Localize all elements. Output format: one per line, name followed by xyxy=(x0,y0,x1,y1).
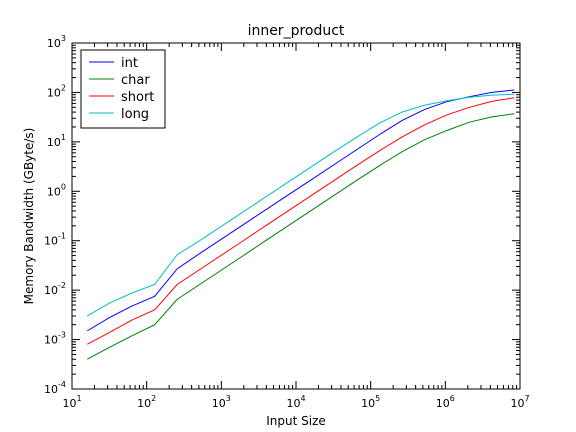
x-tick-label-base: 10 xyxy=(436,397,450,410)
legend-label-long: long xyxy=(121,107,149,122)
series-line-char xyxy=(87,113,515,360)
x-tick-label-base: 10 xyxy=(361,397,375,410)
x-tick-label-exponent: 6 xyxy=(450,394,455,403)
y-tick-label: 101 xyxy=(47,133,66,149)
x-tick-label-base: 10 xyxy=(62,397,76,410)
x-tick-label: 101 xyxy=(62,394,81,410)
y-tick-label: 100 xyxy=(47,182,66,198)
x-tick-label-base: 10 xyxy=(212,397,226,410)
x-tick-label-base: 10 xyxy=(286,397,300,410)
x-tick-label-exponent: 2 xyxy=(151,394,156,403)
axis-tick-labels: 101 102 103 104 105 106 10710-410-310-210-1100… xyxy=(44,34,530,410)
y-tick-label-base: 10 xyxy=(44,284,58,297)
y-tick-label-exponent: 0 xyxy=(61,182,66,191)
y-tick-label-base: 10 xyxy=(44,235,58,248)
y-tick-label-exponent: -1 xyxy=(58,232,66,241)
y-tick-label-exponent: 3 xyxy=(61,34,66,43)
y-tick-label: 10-2 xyxy=(44,281,66,297)
x-tick-label-exponent: 1 xyxy=(76,394,81,403)
y-tick-label: 10-1 xyxy=(44,232,66,248)
x-axis-label: Input Size xyxy=(266,414,326,428)
legend-label-short: short xyxy=(121,90,154,105)
legend: int char short long xyxy=(80,49,166,129)
chart-title: inner_product xyxy=(248,23,345,39)
y-tick-label-base: 10 xyxy=(47,136,61,149)
y-tick-label-exponent: 1 xyxy=(61,133,66,142)
y-tick-label: 102 xyxy=(47,83,66,99)
x-tick-label: 107 xyxy=(510,394,529,410)
x-tick-label-exponent: 3 xyxy=(226,394,231,403)
y-tick-label-base: 10 xyxy=(47,37,61,50)
y-tick-label-base: 10 xyxy=(47,185,61,198)
y-tick-label-base: 10 xyxy=(44,334,58,347)
series-line-short xyxy=(87,97,515,345)
legend-label-char: char xyxy=(121,73,150,88)
x-tick-label-base: 10 xyxy=(137,397,151,410)
y-tick-label: 10-4 xyxy=(44,380,66,396)
x-tick-label: 102 xyxy=(137,394,156,410)
legend-label-int: int xyxy=(121,56,138,71)
x-tick-label-base: 10 xyxy=(510,397,524,410)
y-tick-label-exponent: -4 xyxy=(58,380,66,389)
x-tick-label-exponent: 4 xyxy=(300,394,305,403)
axis-ticks xyxy=(71,42,521,390)
legend-box xyxy=(80,49,166,129)
series-line-int xyxy=(86,89,515,332)
series-line-long xyxy=(86,93,515,317)
x-tick-label: 104 xyxy=(286,394,305,410)
y-axis-label: Memory Bandwidth (GByte/s) xyxy=(22,128,36,305)
y-tick-label-base: 10 xyxy=(44,383,58,396)
y-tick-label-base: 10 xyxy=(47,86,61,99)
x-tick-label-exponent: 5 xyxy=(375,394,380,403)
y-tick-label-exponent: 2 xyxy=(61,83,66,92)
series-lines xyxy=(86,89,515,360)
y-tick-label-exponent: -3 xyxy=(58,331,66,340)
x-tick-label: 106 xyxy=(436,394,455,410)
x-tick-label: 103 xyxy=(212,394,231,410)
y-tick-label-exponent: -2 xyxy=(58,281,66,290)
x-tick-label-exponent: 7 xyxy=(524,394,529,403)
x-tick-label: 105 xyxy=(361,394,380,410)
y-tick-label: 103 xyxy=(47,34,66,50)
y-tick-label: 10-3 xyxy=(44,331,66,347)
